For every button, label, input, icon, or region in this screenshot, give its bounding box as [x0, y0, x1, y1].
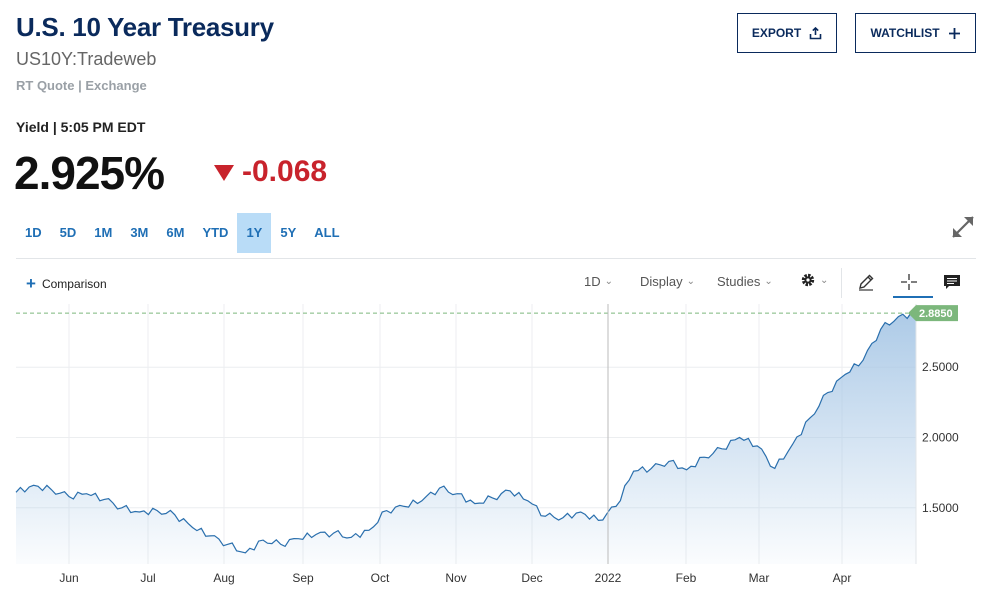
plus-icon	[948, 27, 960, 39]
x-tick-label: Mar	[749, 571, 770, 585]
interval-label: 1D	[584, 274, 601, 289]
change-value: -0.068	[242, 155, 328, 188]
range-6m[interactable]: 6M	[166, 225, 185, 240]
draw-tool-button[interactable]	[851, 268, 881, 296]
last-value-tag	[908, 305, 958, 322]
x-axis-labels: Jun Jul Aug Sep Oct Nov Dec 2022 Feb Mar…	[59, 571, 851, 585]
gear-icon	[801, 273, 815, 287]
x-tick-label: Aug	[213, 571, 234, 585]
yield-chart[interactable]: 2.8850 1.5000 2.0000 2.5000 Jun Jul Aug …	[0, 300, 983, 600]
last-value-label: 2.8850	[919, 308, 953, 320]
time-range-tabs: 1D 5D 1M 3M 6M YTD 1Y 5Y ALL	[16, 213, 349, 253]
last-value-marker: 2.8850	[908, 305, 958, 322]
y-tick-label: 2.5000	[922, 360, 959, 374]
range-1y[interactable]: 1Y	[237, 213, 272, 253]
crosshair-tool-button[interactable]	[894, 268, 924, 296]
x-tick-label: Sep	[292, 571, 314, 585]
range-1d[interactable]: 1D	[25, 225, 42, 240]
watchlist-button[interactable]: WATCHLIST	[855, 13, 976, 53]
range-all[interactable]: ALL	[314, 225, 340, 240]
y-axis-labels: 1.5000 2.0000 2.5000	[922, 360, 959, 515]
comparison-button[interactable]: + Comparison	[26, 274, 107, 293]
x-tick-label: Apr	[833, 571, 852, 585]
plus-icon: +	[26, 274, 36, 293]
x-tick-label: Jul	[140, 571, 155, 585]
toolbar-divider	[841, 268, 842, 298]
active-tool-indicator	[893, 296, 933, 298]
chevron-down-icon: ⌄	[686, 276, 696, 287]
display-label: Display	[640, 274, 683, 289]
pencil-icon	[859, 274, 874, 291]
display-dropdown[interactable]: Display ⌄	[640, 274, 695, 289]
x-tick-label: Dec	[521, 571, 542, 585]
x-tick-label: Feb	[676, 571, 697, 585]
x-tick-label: Jun	[59, 571, 78, 585]
studies-label: Studies	[717, 274, 761, 289]
expand-icon[interactable]	[950, 214, 976, 240]
chevron-down-icon: ⌄	[764, 276, 773, 287]
range-1m[interactable]: 1M	[94, 225, 113, 240]
down-arrow-icon	[214, 165, 234, 181]
yield-timestamp: Yield | 5:05 PM EDT	[16, 119, 146, 135]
comment-icon	[944, 275, 960, 289]
studies-dropdown[interactable]: Studies ⌄	[717, 274, 773, 289]
yield-area	[16, 312, 916, 564]
quote-source: RT Quote | Exchange	[16, 78, 147, 93]
crosshair-icon	[901, 274, 917, 290]
x-tick-label: 2022	[595, 571, 622, 585]
range-5d[interactable]: 5D	[59, 225, 77, 240]
y-tick-label: 1.5000	[922, 501, 959, 515]
chevron-down-icon: ⌄	[820, 274, 829, 286]
export-button-label: EXPORT	[751, 26, 802, 40]
watchlist-button-label: WATCHLIST	[870, 26, 940, 40]
price-value: 2.925%	[14, 147, 165, 199]
yield-line	[15, 311, 917, 554]
y-tick-label: 2.0000	[922, 431, 959, 445]
x-tick-label: Oct	[371, 571, 390, 585]
price-change: -0.068	[214, 155, 327, 189]
range-5y[interactable]: 5Y	[280, 225, 297, 240]
export-button[interactable]: EXPORT	[737, 13, 837, 53]
comment-tool-button[interactable]	[937, 268, 967, 296]
range-3m[interactable]: 3M	[130, 225, 149, 240]
chevron-down-icon: ⌄	[604, 276, 614, 287]
range-ytd[interactable]: YTD	[202, 225, 229, 240]
divider	[16, 258, 976, 259]
x-tick-label: Nov	[445, 571, 466, 585]
settings-dropdown[interactable]: ⌄	[800, 272, 828, 288]
interval-dropdown[interactable]: 1D ⌄	[584, 274, 613, 289]
symbol-label: US10Y:Tradeweb	[16, 49, 157, 69]
share-icon	[809, 26, 822, 39]
comparison-label: Comparison	[41, 277, 107, 291]
page-title: U.S. 10 Year Treasury	[16, 12, 274, 42]
